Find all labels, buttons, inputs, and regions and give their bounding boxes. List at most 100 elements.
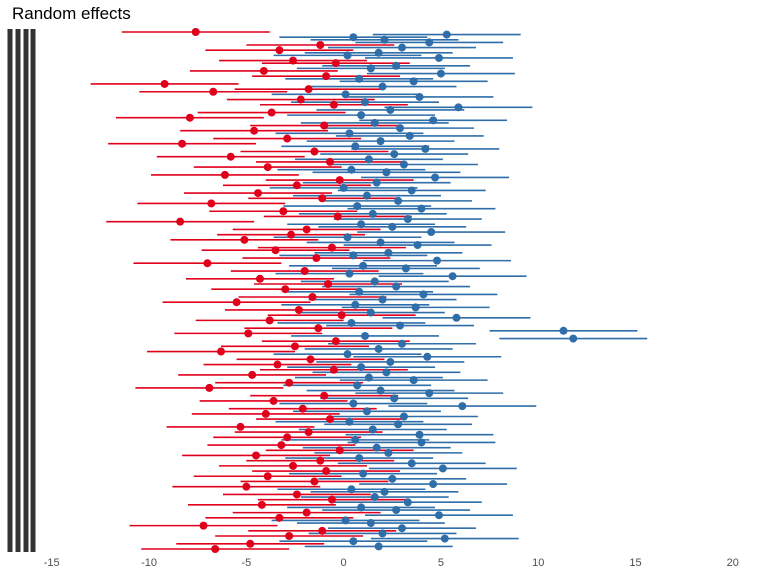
estimate-point [436,69,445,78]
estimate-point [273,360,282,369]
estimate-point [353,202,362,211]
estimate-point [421,144,430,153]
estimate-point [394,420,403,429]
estimate-point [314,324,323,333]
estimate-point [438,464,447,473]
estimate-point [329,365,338,374]
estimate-point [285,378,294,387]
chart-title: Random effects [12,4,131,23]
estimate-point [374,48,383,57]
estimate-point [283,134,292,143]
estimate-point [345,269,354,278]
estimate-point [255,274,264,283]
estimate-point [261,409,270,418]
estimate-point [289,461,298,470]
estimate-point [349,251,358,260]
estimate-point [209,87,218,96]
estimate-point [263,163,272,172]
estimate-point [434,511,443,520]
estimate-point [376,238,385,247]
estimate-point [250,126,259,135]
estimate-point [374,344,383,353]
estimate-point [265,316,274,325]
estimate-point [351,300,360,309]
estimate-point [448,272,457,281]
estimate-point [345,129,354,138]
estimate-point [226,152,235,161]
estimate-point [425,389,434,398]
estimate-point [277,441,286,450]
estimate-point [203,259,212,268]
estimate-point [392,61,401,70]
estimate-point [382,368,391,377]
estimate-point [388,474,397,483]
estimate-point [316,456,325,465]
estimate-point [326,157,334,166]
estimate-point [454,103,463,112]
estimate-point [417,204,426,213]
estimate-point [423,352,432,361]
estimate-point [302,508,311,517]
x-tick-label: 5 [438,557,444,569]
estimate-point [380,487,389,496]
estimate-point [431,173,440,182]
estimate-point [308,292,317,301]
estimate-point [347,165,356,174]
estimate-point [343,350,352,359]
estimate-point [248,370,257,379]
estimate-point [296,95,305,104]
estimate-point [333,212,342,221]
estimate-point [178,139,187,148]
estimate-point [378,82,387,91]
estimate-point [357,363,366,372]
estimate-point [263,472,272,481]
estimate-point [312,254,321,263]
x-tick-label: -5 [241,557,251,569]
estimate-point [419,290,428,299]
estimate-point [442,30,451,39]
y-tick-label-column [15,29,21,552]
estimate-point [302,225,311,234]
estimate-point [244,329,253,338]
estimate-point [427,228,436,237]
estimate-point [429,116,438,125]
estimate-point [361,331,370,340]
estimate-point [372,443,381,452]
estimate-point [433,256,442,265]
estimate-point [376,137,385,146]
estimate-point [382,168,391,177]
estimate-point [415,430,424,439]
estimate-point [413,241,422,250]
estimate-point [331,337,340,346]
estimate-point [292,181,301,190]
estimate-point [559,326,568,335]
estimate-point [366,308,375,317]
estimate-point [359,261,368,270]
estimate-point [275,46,284,55]
estimate-point [304,428,313,437]
estimate-point [396,321,405,330]
estimate-point [349,399,358,408]
estimate-point [392,506,401,515]
x-tick-label: 10 [532,557,544,569]
y-tick-label-column [30,29,36,552]
estimate-point [351,435,360,444]
estimate-point [407,186,416,195]
estimate-point [370,493,379,502]
estimate-point [417,438,426,447]
estimate-point [176,217,185,226]
estimate-point [372,178,381,187]
estimate-point [355,454,364,463]
estimate-point [355,287,364,296]
estimate-point [366,519,375,528]
estimate-point [452,313,461,322]
estimate-point [351,142,360,151]
estimate-point [390,150,399,159]
estimate-point [343,233,352,242]
estimate-point [398,339,406,348]
estimate-point [327,495,336,504]
estimate-point [374,542,383,551]
x-tick-label: 0 [341,557,347,569]
estimate-point [337,311,346,320]
estimate-point [396,124,405,133]
